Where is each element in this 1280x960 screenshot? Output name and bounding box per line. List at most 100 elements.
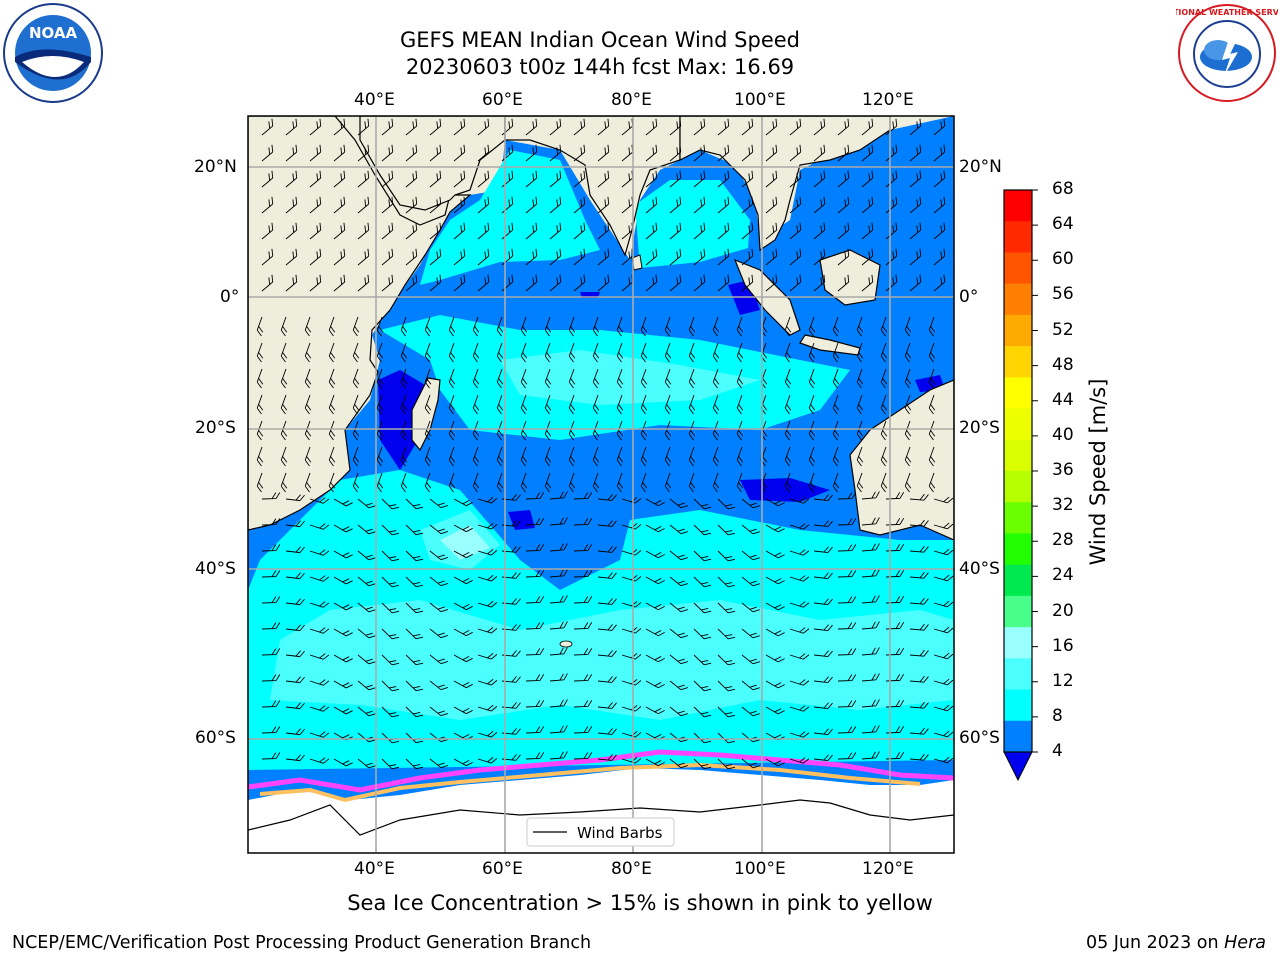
wind-barb (645, 602, 665, 611)
wind-barb (309, 731, 330, 738)
wind-barb (765, 248, 778, 266)
wind-barb (693, 118, 706, 136)
wind-barb (669, 602, 688, 613)
wind-barb (333, 248, 346, 266)
wind-barb (573, 222, 586, 240)
wind-barb (837, 648, 857, 656)
wind-barb (885, 569, 905, 578)
wind-barb (688, 342, 696, 363)
wind-barb (333, 680, 353, 689)
wind-barb (813, 274, 826, 292)
wind-barb (309, 118, 322, 136)
wind-barb (933, 730, 954, 738)
wind-barb (429, 758, 448, 769)
wind-barb (880, 420, 888, 441)
wind-barb (285, 676, 305, 684)
colorbar-swatch (1004, 471, 1032, 503)
wind-barb (741, 248, 754, 266)
wind-barb (861, 725, 880, 734)
wind-barb (424, 420, 432, 441)
wind-barb (525, 144, 538, 162)
wind-barb (453, 498, 473, 507)
wind-barb (285, 520, 305, 528)
wind-barb (645, 576, 665, 585)
wind-barb (405, 576, 424, 588)
wind-barb (357, 628, 376, 639)
wind-barb (357, 550, 376, 561)
colorbar-swatch (1004, 627, 1032, 659)
wind-barb (909, 222, 922, 240)
wind-barb (597, 118, 610, 136)
wind-barb (856, 394, 864, 415)
wind-barb (837, 570, 857, 578)
wind-barb (525, 726, 545, 734)
land-india (504, 116, 681, 257)
wind-barb (808, 420, 816, 441)
wind-barb (405, 680, 424, 692)
wind-barb (880, 368, 888, 389)
wind-barb (549, 222, 562, 240)
wind-barb (645, 144, 658, 162)
wind-barb (741, 706, 760, 717)
wind-barb (477, 522, 498, 530)
wind-barb (813, 196, 826, 214)
map-area (248, 116, 954, 853)
wind-barb (333, 706, 353, 715)
wind-barb (693, 576, 712, 588)
wind-barb (328, 316, 336, 337)
wind-barb (285, 274, 298, 292)
wind-barb (909, 727, 929, 735)
wind-barb (669, 550, 688, 561)
wind-barb (573, 518, 593, 526)
wind-barb (693, 170, 706, 188)
wind-barb (280, 368, 288, 389)
wind-barb (357, 170, 370, 188)
wind-barb (592, 394, 600, 415)
wind-barb (525, 544, 545, 552)
wind-barb (333, 602, 353, 611)
map-legend: Wind Barbs (526, 817, 675, 847)
wind-barb (597, 676, 617, 683)
wind-barb (616, 394, 624, 415)
wind-barb (928, 342, 936, 363)
wind-barb (741, 524, 760, 535)
wind-barb (568, 342, 576, 363)
wind-barb (789, 196, 802, 214)
wind-barb (789, 705, 810, 712)
lon-label-top-100e: 100°E (734, 90, 786, 110)
wind-barb (477, 496, 498, 504)
wind-barb (309, 248, 322, 266)
wind-barb (376, 472, 384, 493)
wind-barb (357, 222, 370, 240)
wind-barb (909, 571, 929, 579)
wind-barb (669, 706, 688, 717)
wind-barb (525, 700, 545, 708)
wind-barb (933, 704, 954, 712)
wind-barb (712, 472, 720, 493)
wind-barb (813, 650, 833, 658)
wind-barb (549, 543, 568, 552)
wind-barb (909, 519, 929, 527)
wind-barb (861, 543, 880, 552)
wind-barb (832, 446, 840, 467)
wind-barb (496, 316, 504, 337)
wind-barb (784, 316, 792, 337)
wind-barb (549, 248, 562, 266)
wind-barb (813, 494, 833, 502)
wind-barb (520, 446, 528, 467)
wind-barb (261, 674, 281, 682)
wind-barb (765, 144, 778, 162)
wind-barb (909, 545, 929, 553)
wind-barb (549, 274, 562, 292)
wind-barb (837, 196, 850, 214)
footer-date-text: 05 Jun 2023 on (1085, 933, 1225, 953)
wind-barb (669, 576, 688, 587)
wind-barb (573, 570, 593, 578)
wind-barb (693, 654, 712, 666)
wind-barb (597, 144, 610, 162)
wind-barb (573, 726, 593, 734)
wind-barb (429, 170, 442, 188)
wind-barb (376, 342, 384, 363)
wind-barb (261, 274, 274, 292)
wind-barb (525, 196, 538, 214)
